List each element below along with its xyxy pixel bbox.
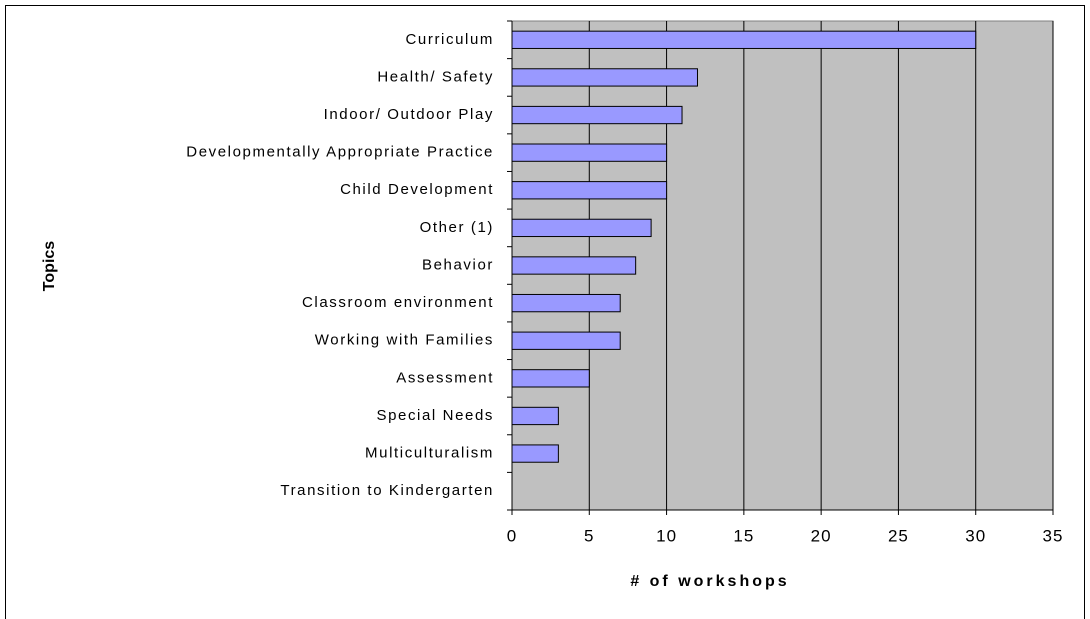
y-tick-label: Curriculum <box>405 31 494 48</box>
bar <box>511 293 621 313</box>
x-axis-label: # of workshops <box>630 573 789 590</box>
y-tick-label: Working with Families <box>315 332 494 349</box>
bar <box>511 181 668 200</box>
bar <box>511 331 621 350</box>
bar <box>511 369 590 388</box>
bar <box>511 256 637 275</box>
bar <box>511 406 559 426</box>
y-tick-label: Indoor/ Outdoor Play <box>324 106 494 123</box>
y-tick-label: Child Development <box>340 181 494 198</box>
bar <box>511 444 559 463</box>
y-tick-label: Health/ Safety <box>377 68 494 85</box>
y-tick-label: Classroom environment <box>302 294 494 311</box>
x-tick-label: 20 <box>811 526 832 545</box>
y-tick-label: Behavior <box>422 256 494 273</box>
x-tick-label: 10 <box>656 526 677 545</box>
x-tick-label: 5 <box>584 526 594 545</box>
x-tick-label: 15 <box>733 526 754 545</box>
x-tick-label: 35 <box>1043 526 1064 545</box>
y-tick-label: Assessment <box>396 369 494 386</box>
bar <box>511 68 698 87</box>
bar <box>511 30 977 49</box>
bar <box>511 218 652 238</box>
y-axis-label: Topics <box>41 241 58 291</box>
y-tick-label: Special Needs <box>376 407 494 424</box>
bar <box>511 143 668 162</box>
y-tick-label: Other (1) <box>420 219 494 236</box>
x-tick-label: 0 <box>507 526 517 545</box>
x-tick-label: 25 <box>888 526 909 545</box>
y-tick-label: Developmentally Appropriate Practice <box>186 144 494 161</box>
x-tick-label: 30 <box>965 526 986 545</box>
y-tick-label: Transition to Kindergarten <box>280 482 494 499</box>
bar <box>511 105 683 125</box>
y-tick-label: Multiculturalism <box>365 445 494 462</box>
